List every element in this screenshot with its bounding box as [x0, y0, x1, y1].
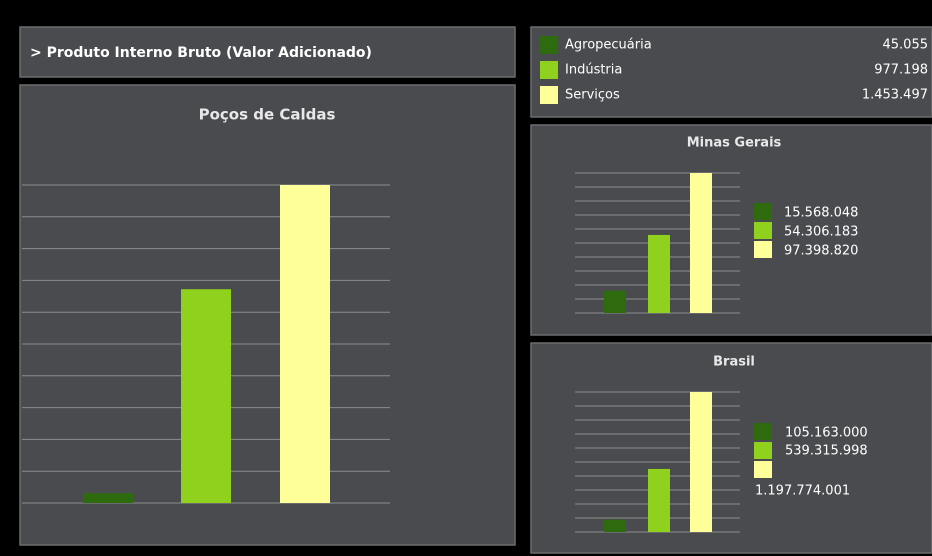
legend-swatch [540, 61, 558, 79]
legend-label: Serviços [565, 88, 620, 103]
legend-swatch [754, 241, 772, 258]
legend-swatch [754, 222, 772, 239]
legend-swatch [754, 423, 772, 440]
legend-value: 977.198 [874, 63, 928, 78]
header-panel [19, 26, 516, 78]
main-panel [19, 84, 516, 546]
legend-panel [530, 26, 932, 118]
bar [604, 290, 626, 313]
chart-title: Brasil [713, 355, 755, 370]
legend-swatch [540, 36, 558, 54]
bar [280, 185, 330, 503]
minas-panel [530, 124, 932, 336]
header-title: > Produto Interno Bruto (Valor Adicionad… [30, 45, 372, 61]
bar [690, 173, 712, 313]
legend-value: 45.055 [883, 38, 929, 53]
value-label: 105.163.000 [785, 426, 868, 441]
legend-label: Indústria [565, 63, 622, 78]
bar [648, 468, 670, 532]
bar [690, 392, 712, 532]
legend-value: 1.453.497 [862, 88, 928, 103]
bar [83, 493, 133, 503]
bar [604, 519, 626, 532]
legend-swatch [540, 86, 558, 104]
legend-label: Agropecuária [565, 38, 652, 53]
value-label: 97.398.820 [784, 244, 858, 259]
value-label: 15.568.048 [784, 206, 858, 221]
bar [648, 234, 670, 313]
value-label: 54.306.183 [784, 225, 858, 240]
chart-title: Poços de Caldas [199, 106, 336, 124]
value-label: 539.315.998 [785, 444, 868, 459]
bar [181, 289, 231, 503]
legend-swatch [754, 461, 772, 478]
legend-swatch [754, 442, 772, 459]
legend-swatch [754, 203, 772, 220]
chart-title: Minas Gerais [687, 136, 782, 151]
value-label: 1.197.774.001 [755, 484, 850, 499]
